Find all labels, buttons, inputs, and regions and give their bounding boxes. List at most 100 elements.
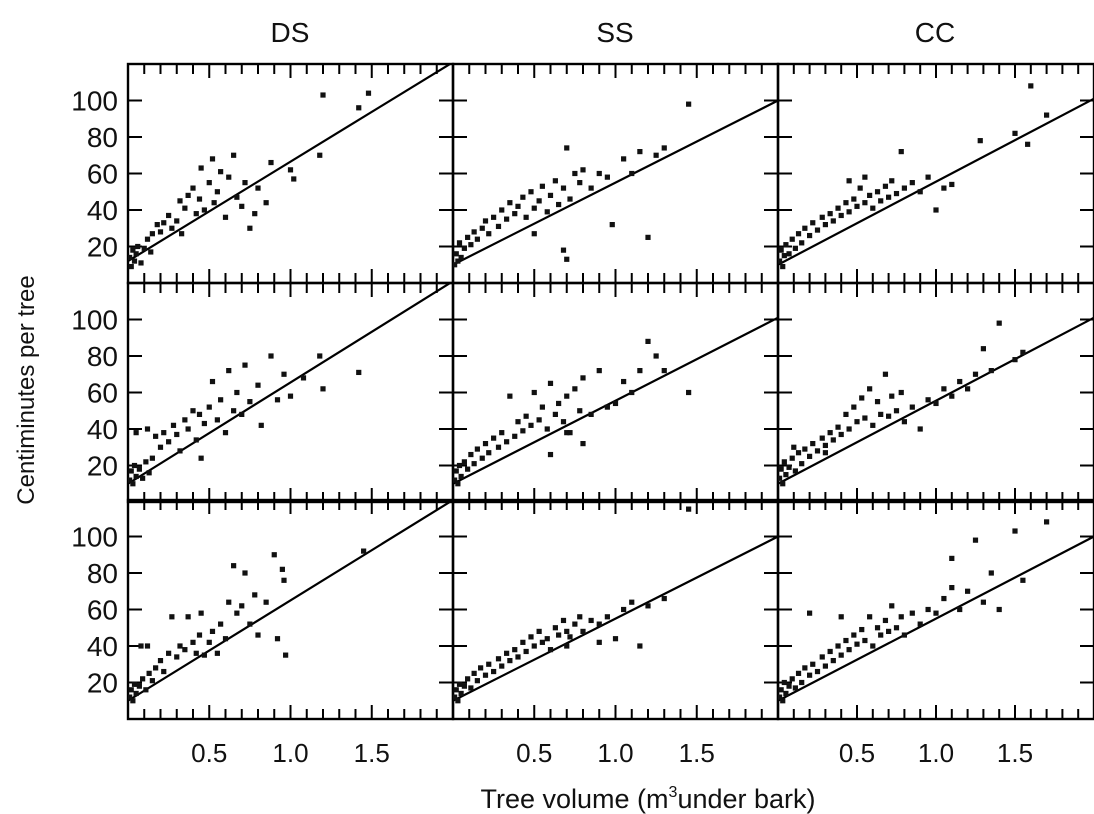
data-point (781, 459, 787, 465)
data-point (552, 178, 558, 184)
panel-frame (451, 498, 780, 721)
data-point (453, 687, 459, 693)
data-point (234, 610, 240, 616)
data-point (621, 378, 627, 385)
data-point (949, 555, 955, 561)
data-point (857, 185, 863, 191)
data-point (778, 687, 784, 693)
data-point (580, 167, 586, 173)
data-point (637, 368, 643, 374)
data-point (830, 437, 836, 443)
data-point (255, 382, 261, 388)
y-tick-label: 20 (87, 668, 118, 699)
data-point (556, 400, 562, 407)
data-point (455, 481, 461, 487)
regression-line (128, 283, 453, 485)
data-point (588, 411, 594, 417)
panel-frame (126, 281, 455, 504)
data-point (453, 477, 458, 483)
data-point (547, 647, 554, 653)
data-point (802, 665, 808, 671)
data-point (499, 207, 505, 213)
data-point (898, 149, 904, 155)
data-point (838, 614, 844, 620)
data-point (131, 681, 138, 687)
data-point (874, 399, 881, 405)
data-point (577, 180, 583, 186)
y-axis-label: Centiminutes per tree (13, 275, 40, 504)
data-point (453, 694, 458, 700)
data-point (835, 643, 841, 649)
data-point (645, 234, 651, 240)
regression-line (453, 316, 778, 485)
panel-cc-row-1 (776, 62, 1094, 285)
data-point (479, 455, 485, 461)
data-point (471, 670, 477, 676)
data-point (822, 663, 828, 669)
data-point (882, 617, 889, 624)
data-point (629, 170, 635, 177)
data-point (239, 411, 245, 417)
data-point (138, 643, 144, 649)
data-point (661, 595, 667, 602)
data-point (1028, 83, 1034, 89)
data-points (453, 506, 692, 704)
y-tick-label: 20 (87, 451, 118, 482)
x-tick-label: 1.5 (997, 738, 1033, 768)
data-point (830, 218, 836, 224)
data-point (552, 411, 558, 417)
data-point (458, 690, 464, 697)
data-point (491, 214, 497, 220)
data-point (154, 222, 160, 228)
data-point (252, 592, 258, 598)
data-point (878, 198, 884, 204)
data-point (174, 431, 180, 438)
data-point (556, 632, 562, 638)
data-points (778, 519, 1050, 704)
data-point (1012, 130, 1018, 136)
x-axis-label-rest: under bark) (677, 784, 815, 814)
data-point (977, 138, 983, 144)
data-point (196, 196, 203, 202)
data-point (507, 200, 513, 206)
data-point (231, 152, 237, 158)
data-point (144, 643, 151, 649)
data-point (128, 468, 134, 474)
data-point (320, 386, 326, 392)
column-title-cc: CC (915, 17, 955, 48)
panel-grid (126, 62, 1094, 721)
data-point (791, 444, 797, 450)
data-point (686, 101, 692, 107)
x-axis-label-main: Tree volume (m (480, 784, 668, 814)
regression-line (453, 535, 778, 702)
data-point (177, 448, 183, 454)
data-point (226, 599, 232, 605)
data-point (252, 211, 258, 217)
data-point (287, 167, 294, 173)
data-point (491, 668, 497, 675)
y-tick-label: 60 (87, 378, 118, 409)
data-point (161, 220, 167, 226)
data-point (153, 665, 159, 671)
data-point (456, 240, 463, 246)
data-point (925, 606, 931, 613)
data-point (547, 380, 554, 386)
data-point (893, 190, 900, 197)
data-point (512, 211, 518, 217)
data-point (1025, 141, 1031, 147)
data-point (140, 676, 146, 682)
data-point (792, 685, 798, 691)
data-point (128, 254, 133, 261)
data-point (901, 632, 907, 638)
data-point (499, 430, 505, 436)
data-point (661, 145, 667, 151)
data-point (604, 174, 610, 180)
data-point (843, 200, 849, 206)
data-point (792, 468, 798, 474)
data-point (193, 437, 199, 443)
data-point (854, 641, 860, 647)
data-point (854, 419, 860, 425)
data-point (870, 643, 876, 649)
data-point (222, 636, 229, 642)
panel-frame (776, 62, 1094, 285)
